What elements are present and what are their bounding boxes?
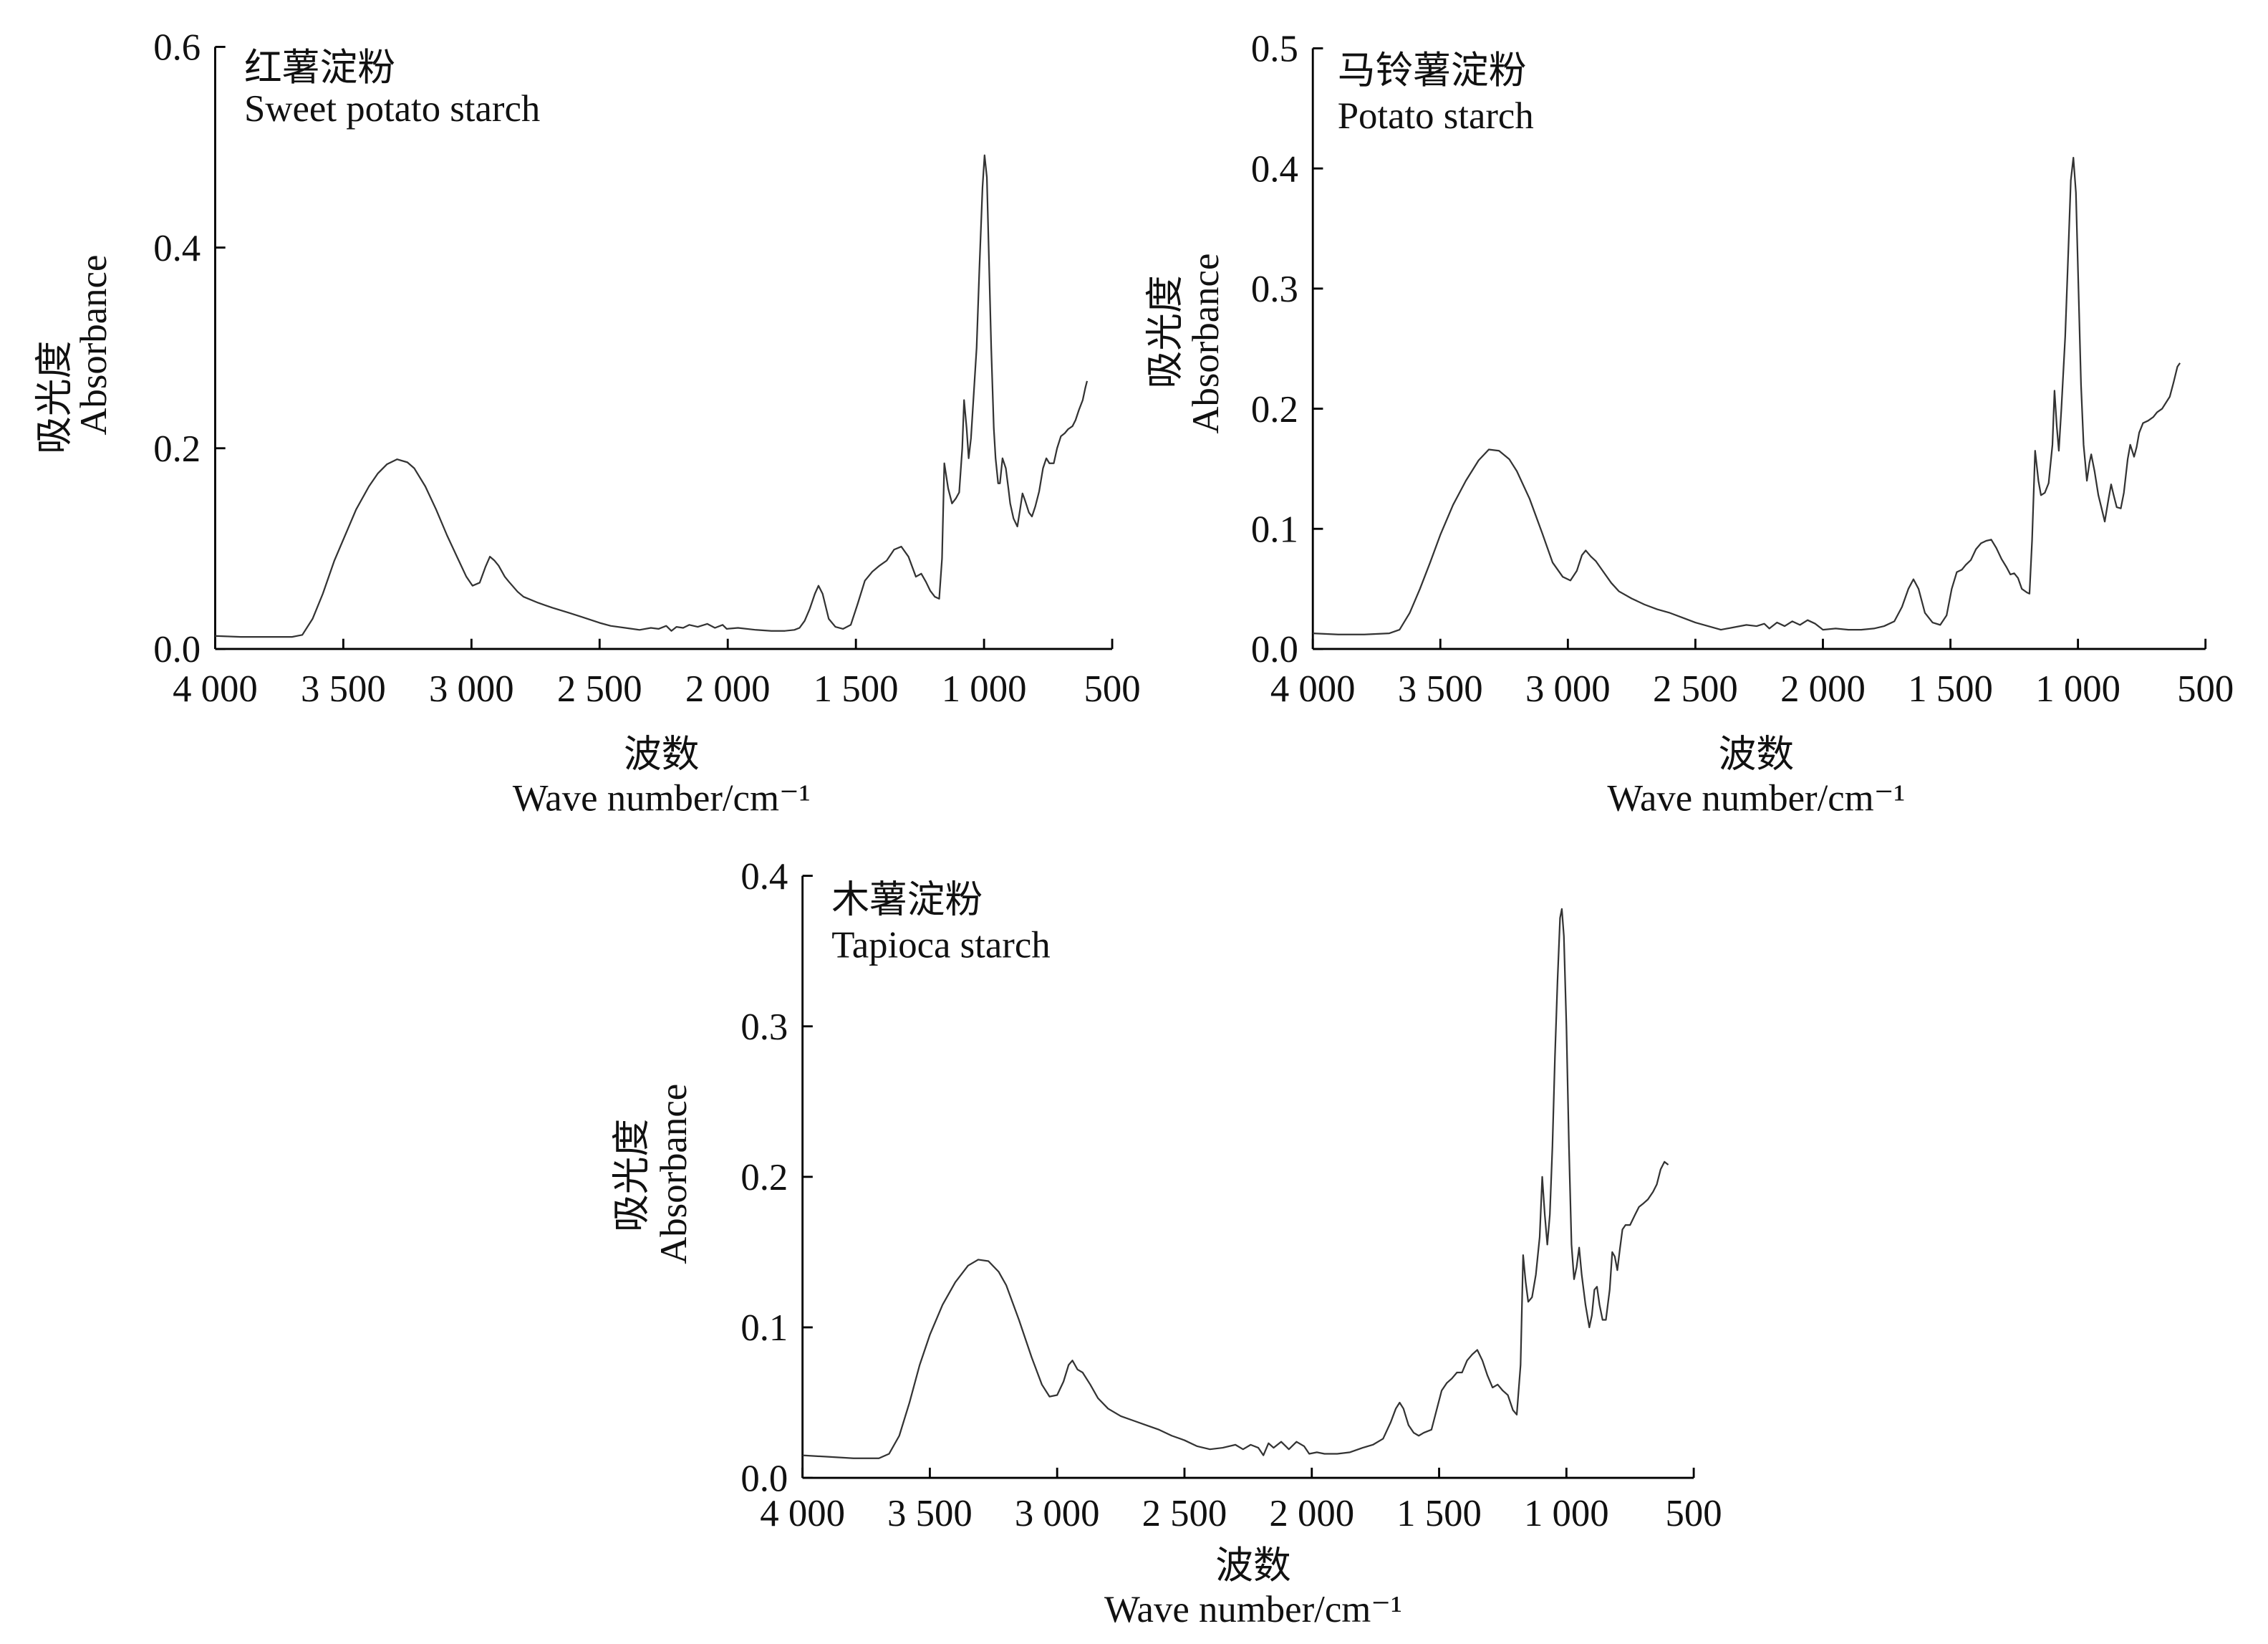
x-axis-label-zh: 波数 bbox=[624, 734, 700, 775]
y-tick-label: 0.2 bbox=[1251, 389, 1298, 431]
y-tick-label: 0.6 bbox=[153, 27, 201, 69]
x-tick-label: 2 500 bbox=[1142, 1493, 1227, 1534]
y-tick-label: 0.4 bbox=[1251, 148, 1298, 190]
panel-tapioca-starch: 0.0 0.1 0.2 0.3 0.4 4 000 3 500 3 000 2 500 2 000… bbox=[611, 856, 1722, 1630]
panel-title-en: Sweet potato starch bbox=[244, 88, 540, 130]
x-tick-label: 2 000 bbox=[1269, 1493, 1354, 1534]
x-axis-label-en: Wave number/cm⁻¹ bbox=[513, 777, 811, 819]
y-axis-label-en: Absorbance bbox=[73, 255, 115, 436]
x-tick-label: 1 500 bbox=[1396, 1493, 1482, 1534]
x-tick-label: 1 500 bbox=[814, 668, 899, 710]
x-tick-label: 4 000 bbox=[1270, 668, 1356, 710]
panel-title-en: Tapioca starch bbox=[831, 924, 1050, 966]
x-tick-label: 1 000 bbox=[942, 668, 1027, 710]
x-tick-label: 1 500 bbox=[1908, 668, 1993, 710]
x-tick-label: 2 000 bbox=[1780, 668, 1866, 710]
y-tick-label: 0.3 bbox=[1251, 269, 1298, 310]
x-tick-label: 500 bbox=[1084, 668, 1140, 710]
x-tick-label: 3 500 bbox=[301, 668, 386, 710]
x-axis-label-en: Wave number/cm⁻¹ bbox=[1104, 1589, 1402, 1630]
y-tick-label: 0.0 bbox=[1251, 629, 1298, 670]
panel-potato-starch: 0.0 0.1 0.2 0.3 0.4 0.5 4 000 3 500 3 000 2 500 2 … bbox=[1144, 29, 2234, 819]
x-tick-label: 3 500 bbox=[887, 1493, 973, 1534]
y-tick-label: 0.0 bbox=[153, 629, 201, 670]
x-tick-label: 4 000 bbox=[173, 668, 258, 710]
x-tick-label: 3 000 bbox=[429, 668, 514, 710]
y-tick-label: 0.0 bbox=[740, 1458, 788, 1499]
y-axis-label-en: Absorbance bbox=[653, 1084, 695, 1264]
y-tick-label: 0.3 bbox=[740, 1006, 788, 1048]
x-axis-label-en: Wave number/cm⁻¹ bbox=[1607, 777, 1905, 819]
x-tick-label: 3 000 bbox=[1525, 668, 1611, 710]
y-tick-label: 0.1 bbox=[1251, 509, 1298, 550]
y-tick-label: 0.1 bbox=[740, 1307, 788, 1349]
panel-title-zh: 红薯淀粉 bbox=[244, 47, 395, 89]
spectrum-line bbox=[1313, 156, 2181, 635]
y-tick-label: 0.2 bbox=[740, 1157, 788, 1198]
y-tick-label: 0.5 bbox=[1251, 29, 1298, 70]
y-axis-label-zh: 吸光度 bbox=[34, 341, 75, 454]
x-tick-label: 2 500 bbox=[557, 668, 642, 710]
x-axis-label-zh: 波数 bbox=[1719, 734, 1795, 775]
x-tick-label: 4 000 bbox=[760, 1493, 845, 1534]
y-axis-label-en: Absorbance bbox=[1185, 254, 1227, 434]
panel-title-zh: 木薯淀粉 bbox=[831, 879, 983, 920]
y-tick-label: 0.2 bbox=[153, 428, 201, 470]
x-tick-label: 3 000 bbox=[1015, 1493, 1100, 1534]
panel-title-en: Potato starch bbox=[1338, 95, 1534, 137]
panel-title-zh: 马铃薯淀粉 bbox=[1338, 50, 1527, 92]
x-tick-label: 500 bbox=[1666, 1493, 1722, 1534]
x-axis-label-zh: 波数 bbox=[1215, 1545, 1291, 1587]
y-axis-label-zh: 吸光度 bbox=[611, 1119, 652, 1232]
spectrum-line bbox=[802, 908, 1669, 1459]
y-tick-label: 0.4 bbox=[153, 228, 201, 269]
y-tick-label: 0.4 bbox=[740, 856, 788, 898]
y-axis-label-zh: 吸光度 bbox=[1144, 275, 1186, 388]
x-tick-label: 1 000 bbox=[2035, 668, 2120, 710]
x-tick-label: 500 bbox=[2177, 668, 2234, 710]
panel-sweet-potato-starch: 0.0 0.2 0.4 0.6 4 000 3 500 3 000 2 500 2 000 1 5… bbox=[34, 27, 1140, 819]
x-tick-label: 1 000 bbox=[1524, 1493, 1609, 1534]
x-tick-label: 3 500 bbox=[1398, 668, 1483, 710]
spectrum-line bbox=[215, 154, 1089, 638]
x-tick-label: 2 500 bbox=[1653, 668, 1738, 710]
x-tick-label: 2 000 bbox=[685, 668, 771, 710]
